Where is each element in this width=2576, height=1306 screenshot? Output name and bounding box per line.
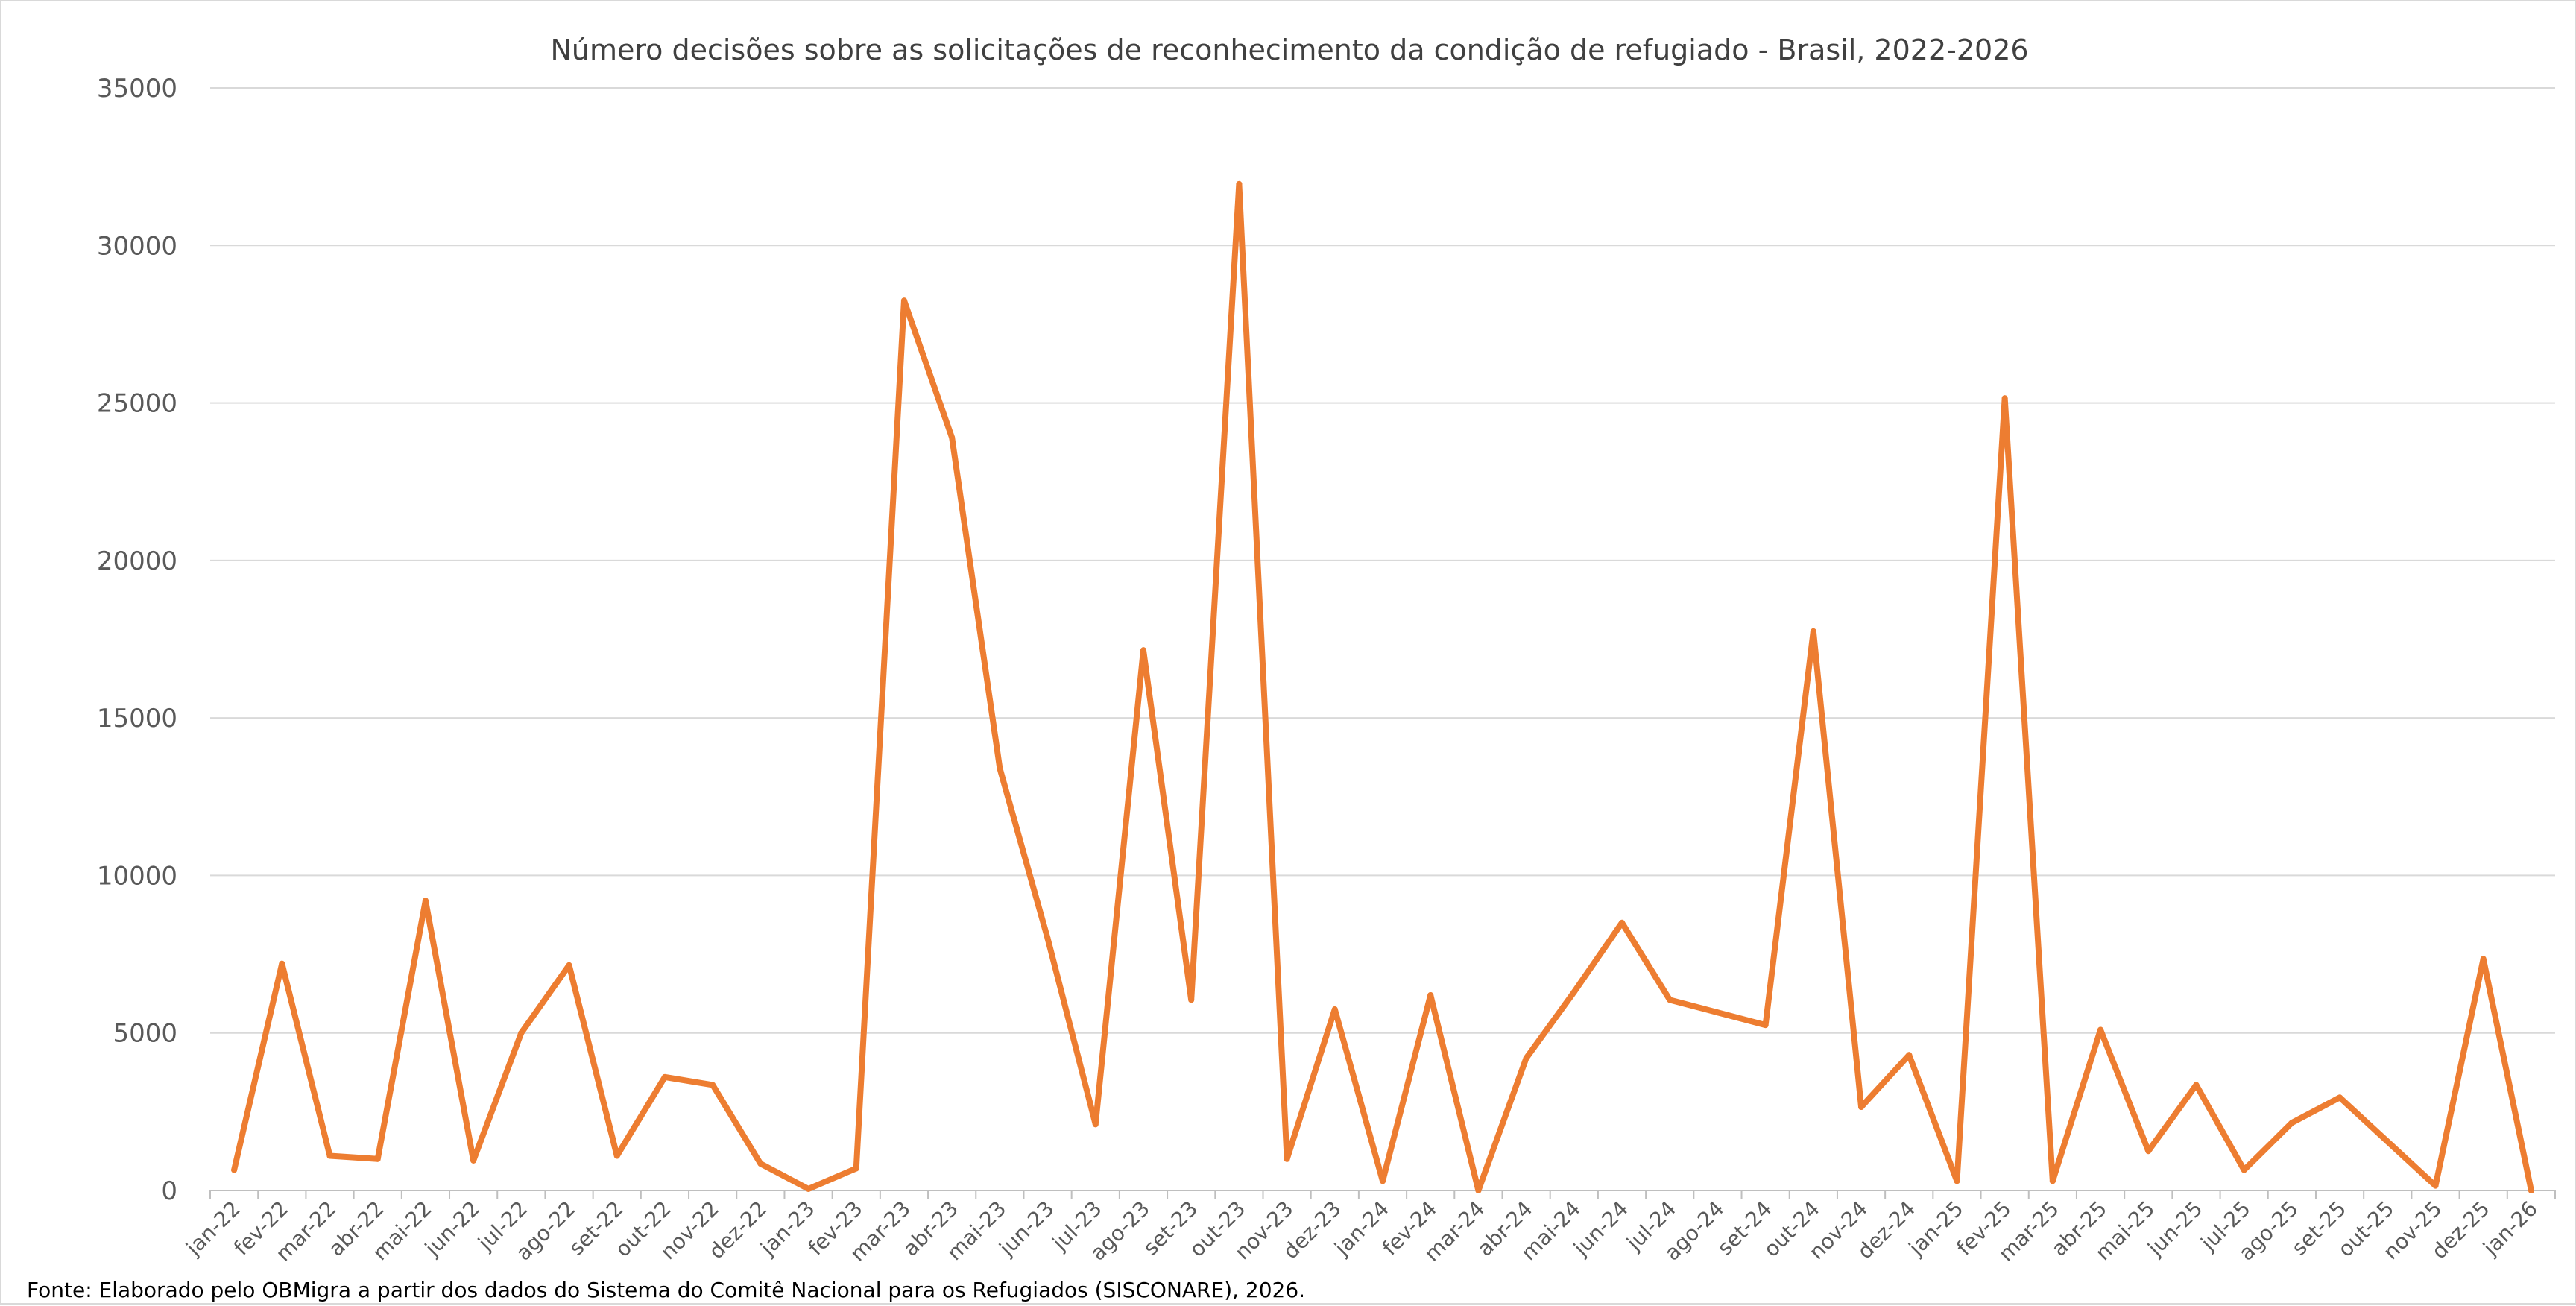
data-point-fev-23 <box>853 1165 859 1172</box>
y-tick-label-15000: 15000 <box>97 704 177 734</box>
x-tick-label-jun-24: jun-24 <box>1568 1196 1633 1261</box>
data-point-ago-25 <box>2288 1120 2295 1126</box>
data-point-jan-26 <box>2528 1187 2534 1193</box>
y-tick-label-30000: 30000 <box>97 231 177 261</box>
x-tick-label-jun-22: jun-22 <box>420 1196 484 1261</box>
data-point-dez-22 <box>757 1161 764 1167</box>
data-point-nov-24 <box>1858 1104 1865 1111</box>
x-tick-label-jun-23: jun-23 <box>994 1196 1059 1261</box>
y-tick-label-20000: 20000 <box>97 546 177 576</box>
data-point-out-23 <box>1236 180 1243 187</box>
data-point-jun-25 <box>2193 1082 2200 1088</box>
data-point-fev-25 <box>2001 395 2008 402</box>
data-point-dez-25 <box>2480 956 2487 962</box>
data-point-abr-25 <box>2097 1026 2104 1033</box>
data-point-mar-22 <box>326 1152 333 1159</box>
data-point-jul-22 <box>518 1029 525 1036</box>
data-point-mar-25 <box>2049 1178 2056 1184</box>
data-point-ago-23 <box>1140 647 1146 654</box>
data-point-out-24 <box>1810 628 1816 634</box>
data-point-ago-24 <box>1714 1009 1721 1016</box>
y-tick-label-25000: 25000 <box>97 389 177 419</box>
data-point-abr-23 <box>949 435 956 441</box>
data-point-set-22 <box>613 1152 620 1159</box>
data-point-out-22 <box>661 1073 668 1080</box>
data-point-dez-24 <box>1906 1052 1913 1059</box>
data-point-set-24 <box>1762 1022 1769 1029</box>
data-point-jun-23 <box>1044 935 1051 941</box>
data-point-nov-23 <box>1284 1155 1290 1162</box>
data-point-mar-24 <box>1475 1187 1482 1193</box>
data-point-set-23 <box>1188 997 1195 1003</box>
y-tick-label-10000: 10000 <box>97 861 177 891</box>
data-point-jun-22 <box>470 1157 477 1164</box>
data-point-jul-23 <box>1092 1121 1099 1128</box>
chart-title: Número decisões sobre as solicitações de… <box>550 34 2028 66</box>
data-point-mai-25 <box>2145 1148 2152 1155</box>
x-tick-label-jan-26: jan-26 <box>2478 1196 2542 1261</box>
data-point-ago-22 <box>566 962 572 968</box>
data-point-out-25 <box>2384 1138 2391 1145</box>
data-point-abr-22 <box>374 1155 381 1162</box>
x-tick-label-jan-23: jan-23 <box>755 1196 820 1261</box>
y-tick-label-5000: 5000 <box>113 1019 177 1049</box>
data-point-jul-24 <box>1667 997 1673 1003</box>
x-tick-label-jan-25: jan-25 <box>1904 1196 1969 1261</box>
data-point-jul-25 <box>2241 1167 2247 1173</box>
y-axis-ticks: 0 5000 10000 15000 20000 25000 30000 35000 <box>97 74 177 1206</box>
data-point-mai-22 <box>422 898 429 904</box>
data-point-nov-22 <box>710 1082 716 1088</box>
data-point-mai-23 <box>997 765 1003 772</box>
data-point-nov-25 <box>2432 1182 2439 1189</box>
data-point-jun-24 <box>1619 919 1626 926</box>
series-layer <box>231 180 2534 1193</box>
data-point-jan-23 <box>805 1185 812 1192</box>
grid-lines <box>210 87 2555 1191</box>
x-tick-label-jan-24: jan-24 <box>1329 1196 1394 1261</box>
series-line-0 <box>231 180 2534 1193</box>
data-point-abr-24 <box>1523 1055 1530 1061</box>
data-point-set-25 <box>2337 1094 2343 1101</box>
data-point-fev-22 <box>279 960 285 967</box>
data-point-jan-25 <box>1954 1178 1960 1184</box>
y-tick-label-0: 0 <box>161 1176 177 1206</box>
y-tick-label-35000: 35000 <box>97 74 177 104</box>
data-point-jan-24 <box>1380 1178 1386 1184</box>
x-axis-ticks: jan-22fev-22mar-22abr-22mai-22jun-22jul-… <box>180 1190 2556 1266</box>
data-point-dez-23 <box>1331 1006 1338 1013</box>
data-point-jan-22 <box>231 1167 238 1173</box>
data-point-mar-23 <box>900 297 907 304</box>
x-tick-label-jun-25: jun-25 <box>2142 1196 2207 1261</box>
x-tick-label-jan-22: jan-22 <box>180 1196 245 1261</box>
data-point-mai-24 <box>1570 988 1577 995</box>
data-point-fev-24 <box>1427 992 1434 999</box>
source-note: Fonte: Elaborado pelo OBMigra a partir d… <box>27 1278 1305 1302</box>
